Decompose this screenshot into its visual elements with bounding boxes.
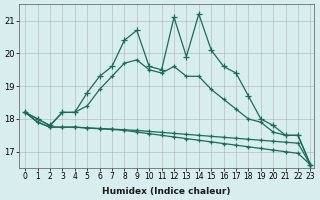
X-axis label: Humidex (Indice chaleur): Humidex (Indice chaleur) <box>102 187 231 196</box>
